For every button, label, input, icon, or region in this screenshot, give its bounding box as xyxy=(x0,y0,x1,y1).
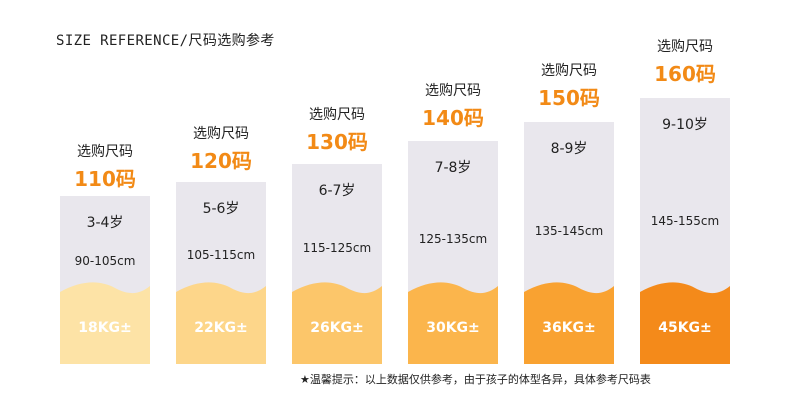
size-heading: 选购尺码 xyxy=(425,83,481,99)
size-label: 120码 xyxy=(190,149,252,173)
size-column: 选购尺码 140码 7-8岁 125-135cm 30KG± xyxy=(408,0,498,400)
size-heading: 选购尺码 xyxy=(309,107,365,123)
height-range: 125-135cm xyxy=(418,232,488,246)
height-range: 135-145cm xyxy=(534,224,604,238)
weight-range: 18KG± xyxy=(78,320,132,336)
footnote: ★温馨提示：以上数据仅供参考，由于孩子的体型各异，具体参考尺码表 xyxy=(300,373,651,386)
size-card: 8-9岁 135-145cm 36KG± xyxy=(524,122,614,364)
size-column: 选购尺码 110码 3-4岁 90-105cm 18KG± xyxy=(60,0,150,400)
weight-wave-fill xyxy=(640,282,730,364)
size-label: 150码 xyxy=(538,86,600,110)
weight-range: 26KG± xyxy=(310,320,364,336)
height-range: 90-105cm xyxy=(74,254,136,268)
size-heading: 选购尺码 xyxy=(193,126,249,142)
weight-range: 36KG± xyxy=(542,320,596,336)
size-column: 选购尺码 160码 9-10岁 145-155cm 45KG± xyxy=(640,0,730,400)
age-range: 8-9岁 xyxy=(550,141,588,157)
weight-wave-fill xyxy=(292,282,382,364)
size-column: 选购尺码 130码 6-7岁 115-125cm 26KG± xyxy=(292,0,382,400)
size-card: 9-10岁 145-155cm 45KG± xyxy=(640,98,730,364)
size-heading: 选购尺码 xyxy=(77,144,133,160)
age-range: 5-6岁 xyxy=(202,201,240,217)
height-range: 145-155cm xyxy=(650,214,720,228)
weight-range: 30KG± xyxy=(426,320,480,336)
height-range: 115-125cm xyxy=(302,241,372,255)
size-card: 6-7岁 115-125cm 26KG± xyxy=(292,164,382,364)
age-range: 3-4岁 xyxy=(86,215,124,231)
size-heading: 选购尺码 xyxy=(657,39,713,55)
weight-wave-fill xyxy=(60,282,150,364)
size-card: 3-4岁 90-105cm 18KG± xyxy=(60,196,150,364)
age-range: 7-8岁 xyxy=(434,160,472,176)
weight-wave-fill xyxy=(524,282,614,364)
size-label: 110码 xyxy=(74,167,136,191)
weight-range: 45KG± xyxy=(658,320,712,336)
size-label: 140码 xyxy=(422,106,484,130)
size-label: 130码 xyxy=(306,130,368,154)
size-heading: 选购尺码 xyxy=(541,63,597,79)
size-card: 7-8岁 125-135cm 30KG± xyxy=(408,141,498,364)
height-range: 105-115cm xyxy=(186,248,256,262)
age-range: 9-10岁 xyxy=(662,117,708,133)
size-column: 选购尺码 120码 5-6岁 105-115cm 22KG± xyxy=(176,0,266,400)
weight-wave-fill xyxy=(176,282,266,364)
weight-wave-fill xyxy=(408,282,498,364)
size-card: 5-6岁 105-115cm 22KG± xyxy=(176,182,266,364)
size-label: 160码 xyxy=(654,62,716,86)
age-range: 6-7岁 xyxy=(318,183,356,199)
page-title: SIZE REFERENCE/尺码选购参考 xyxy=(56,33,275,49)
weight-range: 22KG± xyxy=(194,320,248,336)
size-column: 选购尺码 150码 8-9岁 135-145cm 36KG± xyxy=(524,0,614,400)
